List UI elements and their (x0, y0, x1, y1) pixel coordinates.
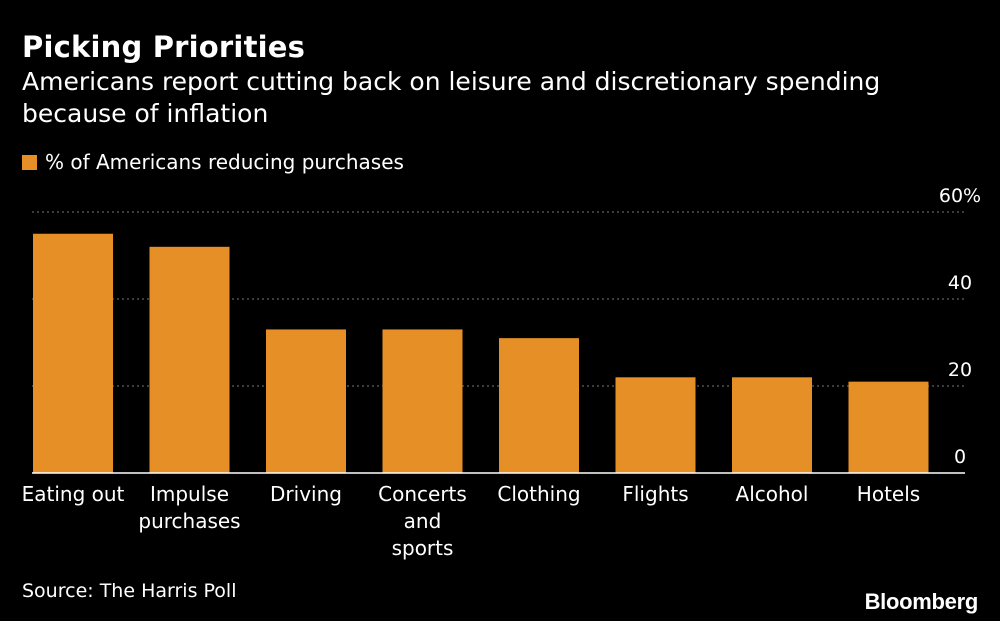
source-note: Source: The Harris Poll (22, 580, 237, 602)
bar-eating out (33, 233, 113, 473)
x-tick-label: Driving (270, 482, 342, 506)
bar-clothing (499, 338, 579, 473)
legend: % of Americans reducing purchases (22, 150, 404, 174)
x-tick-label: Impulse (150, 482, 229, 506)
legend-label: % of Americans reducing purchases (45, 150, 404, 174)
bar-concerts-and-sports (382, 329, 463, 473)
chart-title: Picking Priorities (22, 30, 306, 64)
bar-flights (615, 377, 696, 473)
legend-swatch (22, 154, 37, 170)
x-tick-label: and (404, 509, 442, 533)
y-tick-label: 60% (939, 185, 981, 207)
y-tick-label: 20 (948, 359, 972, 381)
x-tick-label: Hotels (857, 482, 920, 506)
x-tick-label: Clothing (497, 482, 580, 506)
bar-alcohol (732, 377, 812, 473)
x-tick-label: Flights (622, 482, 688, 506)
x-tick-label: Eating out (22, 482, 125, 506)
x-tick-label: Concerts (378, 482, 467, 506)
bar-hotels (848, 381, 929, 473)
bar-driving (266, 329, 346, 473)
bloomberg-logo: Bloomberg (864, 589, 979, 614)
bar-impulse-purchases (149, 246, 230, 473)
x-tick-label: sports (392, 536, 454, 560)
x-tick-label: purchases (138, 509, 240, 533)
y-tick-label: 0 (954, 446, 966, 468)
chart-subtitle: Americans report cutting back on leisure… (22, 67, 881, 128)
y-tick-label: 40 (948, 272, 972, 294)
x-tick-label: Alcohol (736, 482, 809, 506)
